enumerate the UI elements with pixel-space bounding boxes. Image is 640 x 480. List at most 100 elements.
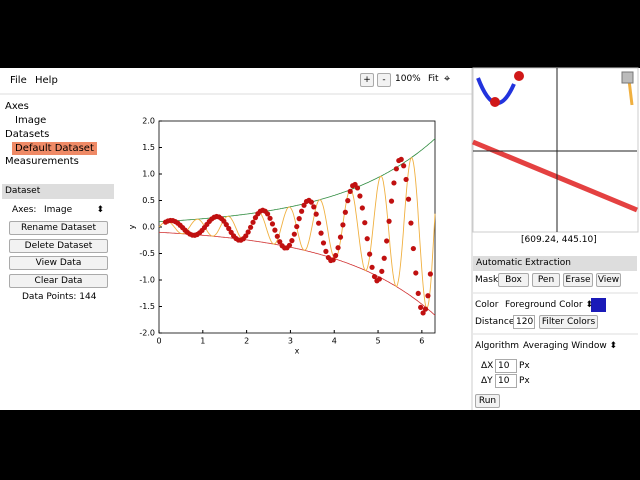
color-swatch[interactable]: [591, 298, 606, 312]
mask-button[interactable]: Erase: [563, 273, 593, 287]
digitized-point: [342, 209, 348, 215]
digitized-point: [384, 238, 390, 244]
digitized-point: [345, 198, 351, 204]
digitized-point: [272, 227, 278, 233]
fit-button[interactable]: Fit: [428, 74, 439, 84]
digitized-point: [347, 188, 353, 195]
zoom-view: [472, 67, 639, 233]
digitized-point: [243, 233, 249, 239]
digitized-point: [265, 211, 271, 217]
distance-input[interactable]: 120: [513, 315, 535, 329]
digitized-point: [318, 230, 324, 236]
label: Color: [475, 300, 499, 310]
digitized-point: [308, 199, 314, 205]
digitized-point: [245, 229, 251, 235]
run-button[interactable]: Run: [475, 394, 500, 408]
digitized-point: [274, 233, 280, 239]
digitized-point: [362, 220, 368, 226]
color-select[interactable]: Foreground Color ⬍: [505, 300, 594, 310]
tree-item[interactable]: Datasets: [5, 129, 50, 140]
algorithm-select[interactable]: Averaging Window ⬍: [523, 341, 618, 351]
x-tick-label: 2: [244, 337, 249, 346]
digitized-point: [267, 215, 273, 221]
x-tick-label: 1: [200, 337, 205, 346]
digitized-point: [323, 248, 329, 254]
digitized-point: [250, 219, 256, 225]
digitized-point: [379, 268, 385, 274]
digitized-point: [340, 222, 346, 228]
digitized-point: [401, 163, 407, 169]
tree-item-selected[interactable]: Default Dataset: [12, 142, 97, 155]
digitized-point: [277, 239, 283, 245]
data-points: Data Points: 144: [22, 292, 96, 302]
digitized-point: [311, 204, 317, 210]
menu-item[interactable]: Help: [35, 75, 58, 86]
digitized-point: [408, 220, 414, 226]
tree-item[interactable]: Axes: [5, 101, 29, 112]
y-tick-label: 0.0: [142, 223, 155, 232]
digitized-point: [320, 240, 327, 246]
dataset-button[interactable]: Rename Dataset: [9, 221, 108, 235]
zoom-level: 100%: [395, 74, 421, 84]
y-tick-label: -0.5: [139, 249, 155, 258]
label: Axes:: [12, 205, 37, 215]
digitized-point: [313, 211, 319, 217]
digitized-point: [289, 238, 295, 244]
digitized-point: [425, 293, 431, 299]
crosshair-icon[interactable]: ⌖: [444, 72, 451, 85]
mask-button[interactable]: Box: [498, 273, 529, 287]
digitized-point: [420, 310, 426, 316]
digitized-point: [337, 234, 344, 240]
y-tick-label: 1.5: [142, 143, 155, 152]
digitized-point: [391, 180, 397, 186]
digitized-point: [335, 245, 341, 251]
digitized-point: [354, 185, 361, 191]
unit: Px: [519, 361, 530, 371]
digitized-point: [371, 273, 378, 280]
mask-button[interactable]: Pen: [532, 273, 560, 287]
axes-select[interactable]: Image ⬍: [44, 205, 104, 215]
select-value: Averaging Window: [523, 341, 607, 351]
digitized-point: [294, 223, 300, 230]
y-tick-label: -1.5: [139, 302, 155, 311]
zoom-in[interactable]: +: [360, 73, 374, 87]
label: ΔY: [481, 376, 493, 386]
digitized-point: [376, 276, 382, 282]
digitized-point: [427, 271, 433, 277]
digitized-point: [386, 218, 392, 224]
count: 144: [79, 292, 97, 302]
digitized-point: [369, 264, 375, 270]
mask-button[interactable]: View: [596, 273, 621, 287]
envelope-lower: [159, 231, 436, 316]
digitized-point: [252, 215, 259, 221]
x-tick-label: 0: [156, 337, 161, 346]
dx-input[interactable]: 10: [495, 359, 517, 373]
x-axis-label: x: [295, 347, 300, 356]
y-tick-label: -2.0: [139, 329, 155, 338]
filter-button[interactable]: Filter Colors: [539, 315, 598, 329]
select-value: Foreground Color: [505, 300, 583, 310]
digitized-point: [364, 236, 370, 242]
dataset-button[interactable]: Clear Data: [9, 273, 108, 288]
digitized-point: [415, 290, 421, 297]
digitized-point: [405, 196, 412, 202]
select-value: Image: [44, 205, 73, 215]
x-tick-label: 5: [376, 337, 381, 346]
dataset-button[interactable]: View Data: [9, 256, 108, 270]
label: Mask: [475, 275, 499, 285]
x-tick-label: 4: [332, 337, 337, 346]
tree-item[interactable]: Image: [15, 115, 47, 126]
zoom-out[interactable]: -: [377, 73, 391, 87]
dy-input[interactable]: 10: [495, 374, 517, 388]
plot-image: 0 1 2 3 4 5 6 2.0 1.5 1.0 0.5 0.0 -0.5 -1.0 -1.5 -2.0: [139, 117, 436, 346]
digitized-point: [410, 245, 416, 252]
coordinates: [609.24, 445.10]: [521, 235, 597, 245]
digitized-point: [226, 225, 232, 232]
digitized-point: [301, 202, 307, 208]
menu-item[interactable]: File: [10, 75, 27, 86]
tree-item[interactable]: Measurements: [5, 156, 79, 167]
label: Data Points:: [22, 292, 77, 302]
dataset-button[interactable]: Delete Dataset: [9, 238, 108, 253]
